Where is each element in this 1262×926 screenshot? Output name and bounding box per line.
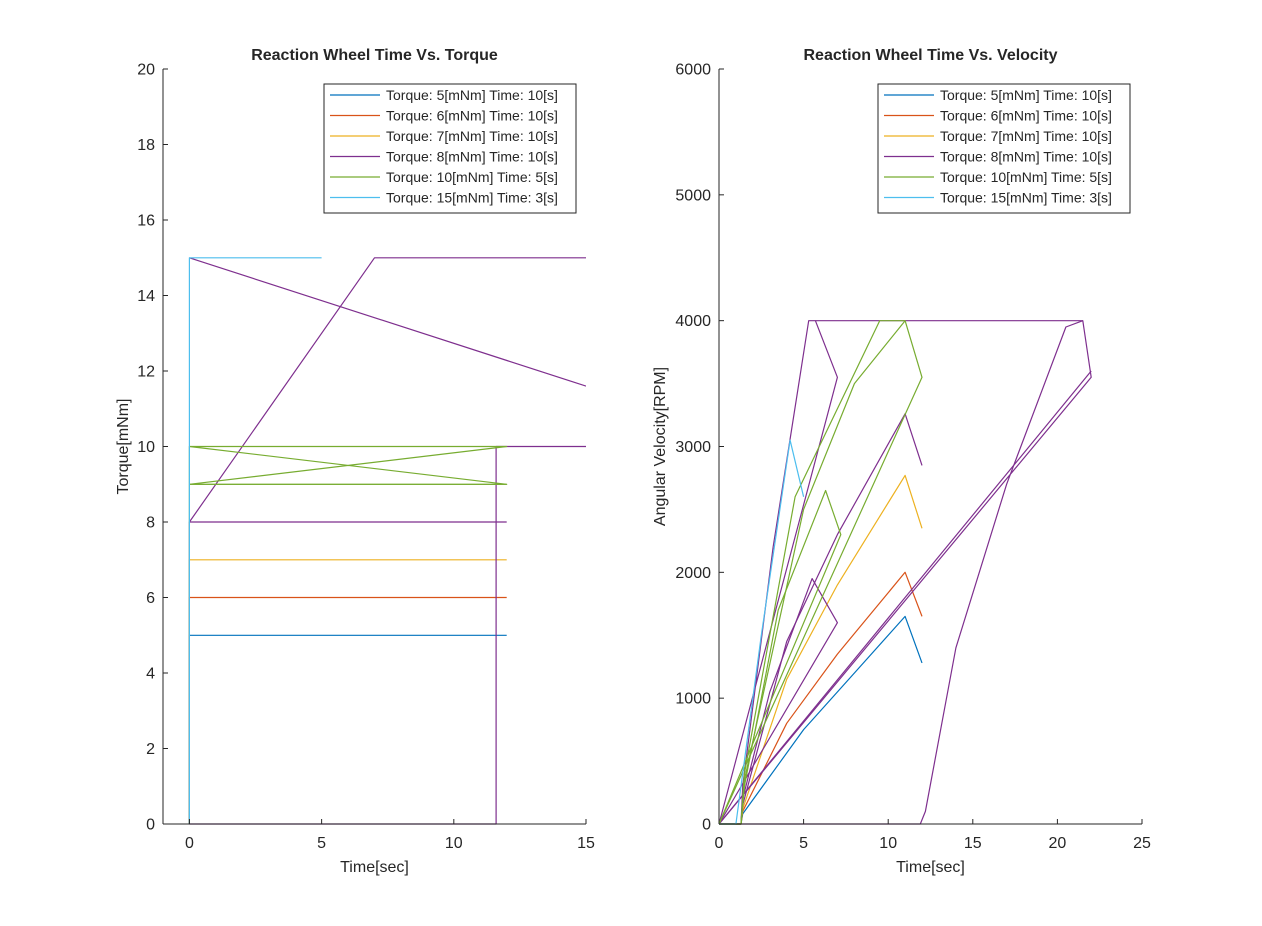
- y-tick-label: 8: [146, 515, 155, 532]
- plot-area: [188, 257, 586, 825]
- y-tick-label: 18: [137, 137, 155, 154]
- legend: Torque: 5[mNm] Time: 10[s] Torque: 6[mNm]…: [323, 83, 577, 214]
- y-tick-label: 4000: [675, 313, 711, 330]
- legend-label: Torque: 5[mNm] Time: 10[s]: [386, 87, 558, 103]
- legend-label: Torque: 10[mNm] Time: 5[s]: [940, 169, 1112, 185]
- x-tick-label: 15: [964, 835, 982, 852]
- x-tick-label: 15: [577, 835, 595, 852]
- x-axis-label: Time[sec]: [896, 859, 965, 876]
- plot-area: [719, 320, 1092, 825]
- series-line-3-5: [719, 370, 1092, 825]
- legend-label: Torque: 10[mNm] Time: 5[s]: [386, 169, 558, 185]
- x-tick-label: 10: [445, 835, 463, 852]
- series-line-4-1: [719, 320, 923, 825]
- series-line-4-0: [719, 489, 842, 825]
- chart-title: Reaction Wheel Time Vs. Torque: [251, 47, 498, 64]
- y-tick-label: 4: [146, 666, 155, 683]
- x-axis-label: Time[sec]: [340, 859, 409, 876]
- y-tick-label: 5000: [675, 187, 711, 204]
- series-line-3-2: [189, 257, 586, 387]
- y-tick-label: 16: [137, 213, 155, 230]
- series-line-3-3: [719, 320, 1092, 825]
- legend-label: Torque: 15[mNm] Time: 3[s]: [940, 190, 1112, 206]
- y-axis-label: Torque[mNm]: [115, 398, 132, 494]
- legend-label: Torque: 6[mNm] Time: 10[s]: [386, 108, 558, 124]
- x-tick-label: 10: [879, 835, 897, 852]
- y-axis-label: Angular Velocity[RPM]: [652, 367, 669, 526]
- x-tick-label: 20: [1049, 835, 1067, 852]
- legend-box: [877, 83, 1131, 214]
- series-line-0-0: [188, 634, 507, 824]
- y-tick-label: 0: [702, 817, 711, 834]
- x-tick-label: 25: [1133, 835, 1151, 852]
- y-tick-label: 1000: [675, 691, 711, 708]
- chart-panel-1: 0 1000 2000 3000 4000 5000 6000 0 5 10 15 20 25 React…: [652, 47, 1151, 876]
- y-tick-label: 14: [137, 288, 155, 305]
- legend-label: Torque: 8[mNm] Time: 10[s]: [940, 149, 1112, 165]
- x-tick-label: 0: [185, 835, 194, 852]
- legend-label: Torque: 5[mNm] Time: 10[s]: [940, 87, 1112, 103]
- series-line-2-0: [188, 559, 507, 824]
- y-tick-label: 10: [137, 439, 155, 456]
- y-tick-label: 3000: [675, 439, 711, 456]
- x-tick-label: 5: [799, 835, 808, 852]
- y-tick-label: 0: [146, 817, 155, 834]
- x-tick-label: 0: [715, 835, 724, 852]
- y-tick-label: 6000: [675, 62, 711, 79]
- chart-panel-0: 0 2 4 6 8 10 12 14 16 18 20 0 5 10 15 Reaction Wheel Ti…: [115, 47, 595, 876]
- legend-label: Torque: 7[mNm] Time: 10[s]: [386, 128, 558, 144]
- chart-title: Reaction Wheel Time Vs. Velocity: [803, 47, 1057, 64]
- y-tick-label: 6: [146, 590, 155, 607]
- y-tick-label: 12: [137, 364, 155, 381]
- legend: Torque: 5[mNm] Time: 10[s] Torque: 6[mNm]…: [877, 83, 1131, 214]
- series-line-1-0: [188, 596, 507, 824]
- y-tick-label: 20: [137, 62, 155, 79]
- y-tick-label: 2: [146, 741, 155, 758]
- x-tick-label: 5: [317, 835, 326, 852]
- legend-label: Torque: 8[mNm] Time: 10[s]: [386, 149, 558, 165]
- legend-label: Torque: 6[mNm] Time: 10[s]: [940, 108, 1112, 124]
- series-line-3-1: [188, 257, 586, 523]
- series-line-3-0: [188, 521, 507, 824]
- y-tick-label: 2000: [675, 565, 711, 582]
- legend-label: Torque: 15[mNm] Time: 3[s]: [386, 190, 558, 206]
- series-line-5-0: [188, 257, 322, 824]
- legend-box: [323, 83, 577, 214]
- legend-label: Torque: 7[mNm] Time: 10[s]: [940, 128, 1112, 144]
